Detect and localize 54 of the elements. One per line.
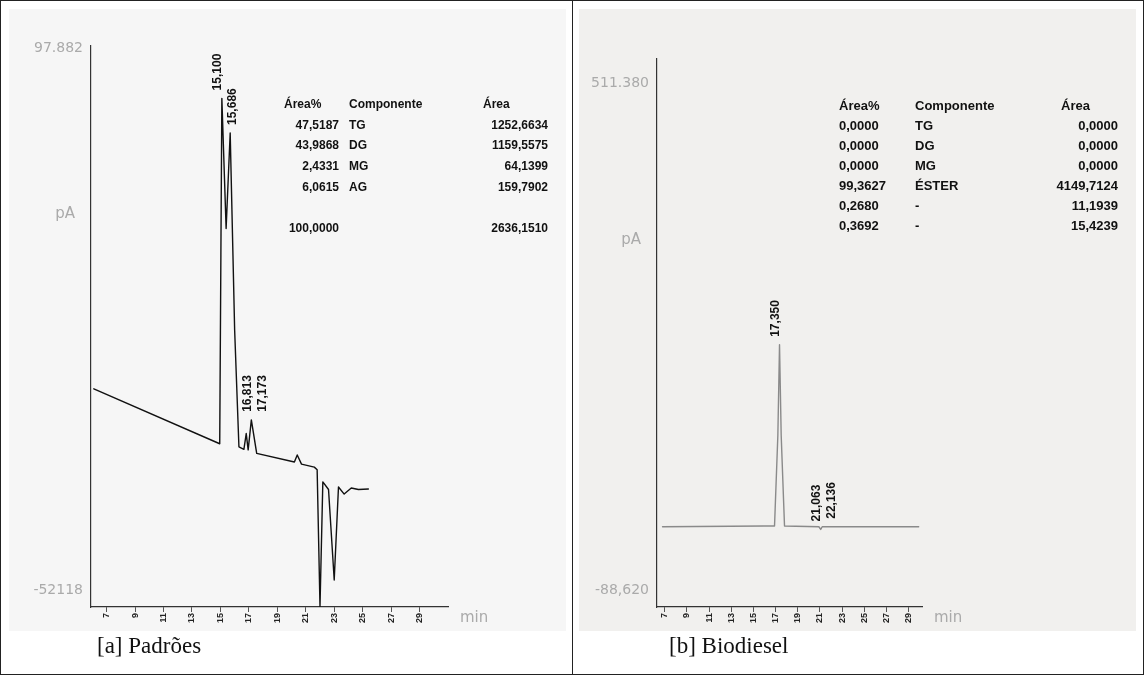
x-tick-label: 9 — [129, 613, 140, 619]
x-tick-label: 13 — [725, 613, 736, 624]
annotation: 17,350 — [767, 299, 782, 337]
text: 511.380 — [591, 73, 649, 90]
text: 100,0000 2636,1510 — [288, 221, 548, 236]
x-tick-label: 23 — [328, 613, 339, 624]
text: [b] Biodiesel — [669, 633, 789, 659]
x-tick-label: 25 — [357, 613, 368, 624]
text: [a] Padrões — [97, 633, 202, 659]
x-tick-label: 25 — [858, 613, 869, 624]
text: Área% Componente Área — [839, 97, 1090, 113]
x-tick-label: 9 — [681, 613, 692, 619]
x-tick-label: 7 — [659, 613, 670, 619]
text: Área% Componente Área — [284, 97, 510, 112]
x-axis-title: min — [934, 608, 963, 627]
annotation: 17,173 — [255, 374, 270, 412]
annotation: 22,136 — [824, 481, 838, 519]
x-tick-label: 7 — [101, 613, 112, 619]
x-tick-label: 15 — [747, 613, 758, 624]
x-tick-label: 27 — [385, 613, 396, 624]
text: 0,0000 TG 0,0000 — [839, 117, 1118, 133]
text: -88,620 — [594, 580, 649, 597]
x-tick-label: 15 — [214, 613, 225, 624]
x-tick-label: 17 — [243, 613, 254, 624]
x-tick-label: 27 — [881, 613, 891, 624]
annotation: 15,100 — [210, 53, 225, 91]
annotation: 15,686 — [225, 87, 240, 125]
x-tick-label: 13 — [186, 613, 197, 624]
text: 43,9868 DG 1159,5575 — [295, 138, 548, 153]
annotation: 21,063 — [809, 484, 823, 522]
text: 97.882 — [34, 38, 83, 55]
text: 0,2680 - 11,1939 — [839, 197, 1118, 213]
y-axis-title: pA — [621, 229, 642, 248]
x-tick-label: 21 — [300, 613, 311, 624]
text: -52118 — [33, 580, 83, 597]
text: 99,3627 ÉSTER 4149,7124 — [839, 177, 1118, 193]
x-tick-label: 11 — [158, 613, 169, 623]
text: 2,4331 MG 64,1399 — [302, 159, 548, 174]
text: 6,0615 AG 159,7902 — [302, 180, 548, 195]
annotation: 16,813 — [240, 374, 255, 412]
y-axis-title: pA — [55, 204, 76, 223]
x-tick-label: 29 — [414, 613, 425, 624]
x-tick-label: 17 — [770, 613, 781, 624]
text: 0,0000 DG 0,0000 — [839, 137, 1118, 153]
x-tick-label: 19 — [271, 613, 282, 624]
x-tick-label: 11 — [703, 613, 714, 623]
x-tick-label: 29 — [903, 613, 914, 624]
text: 0,3692 - 15,4239 — [839, 217, 1118, 233]
x-tick-label: 21 — [814, 613, 825, 624]
text: 0,0000 MG 0,0000 — [839, 157, 1118, 173]
x-axis-title: min — [460, 608, 489, 627]
x-tick-label: 23 — [836, 613, 847, 624]
text: 47,5187 TG 1252,6634 — [295, 118, 548, 133]
x-tick-label: 19 — [792, 613, 803, 624]
